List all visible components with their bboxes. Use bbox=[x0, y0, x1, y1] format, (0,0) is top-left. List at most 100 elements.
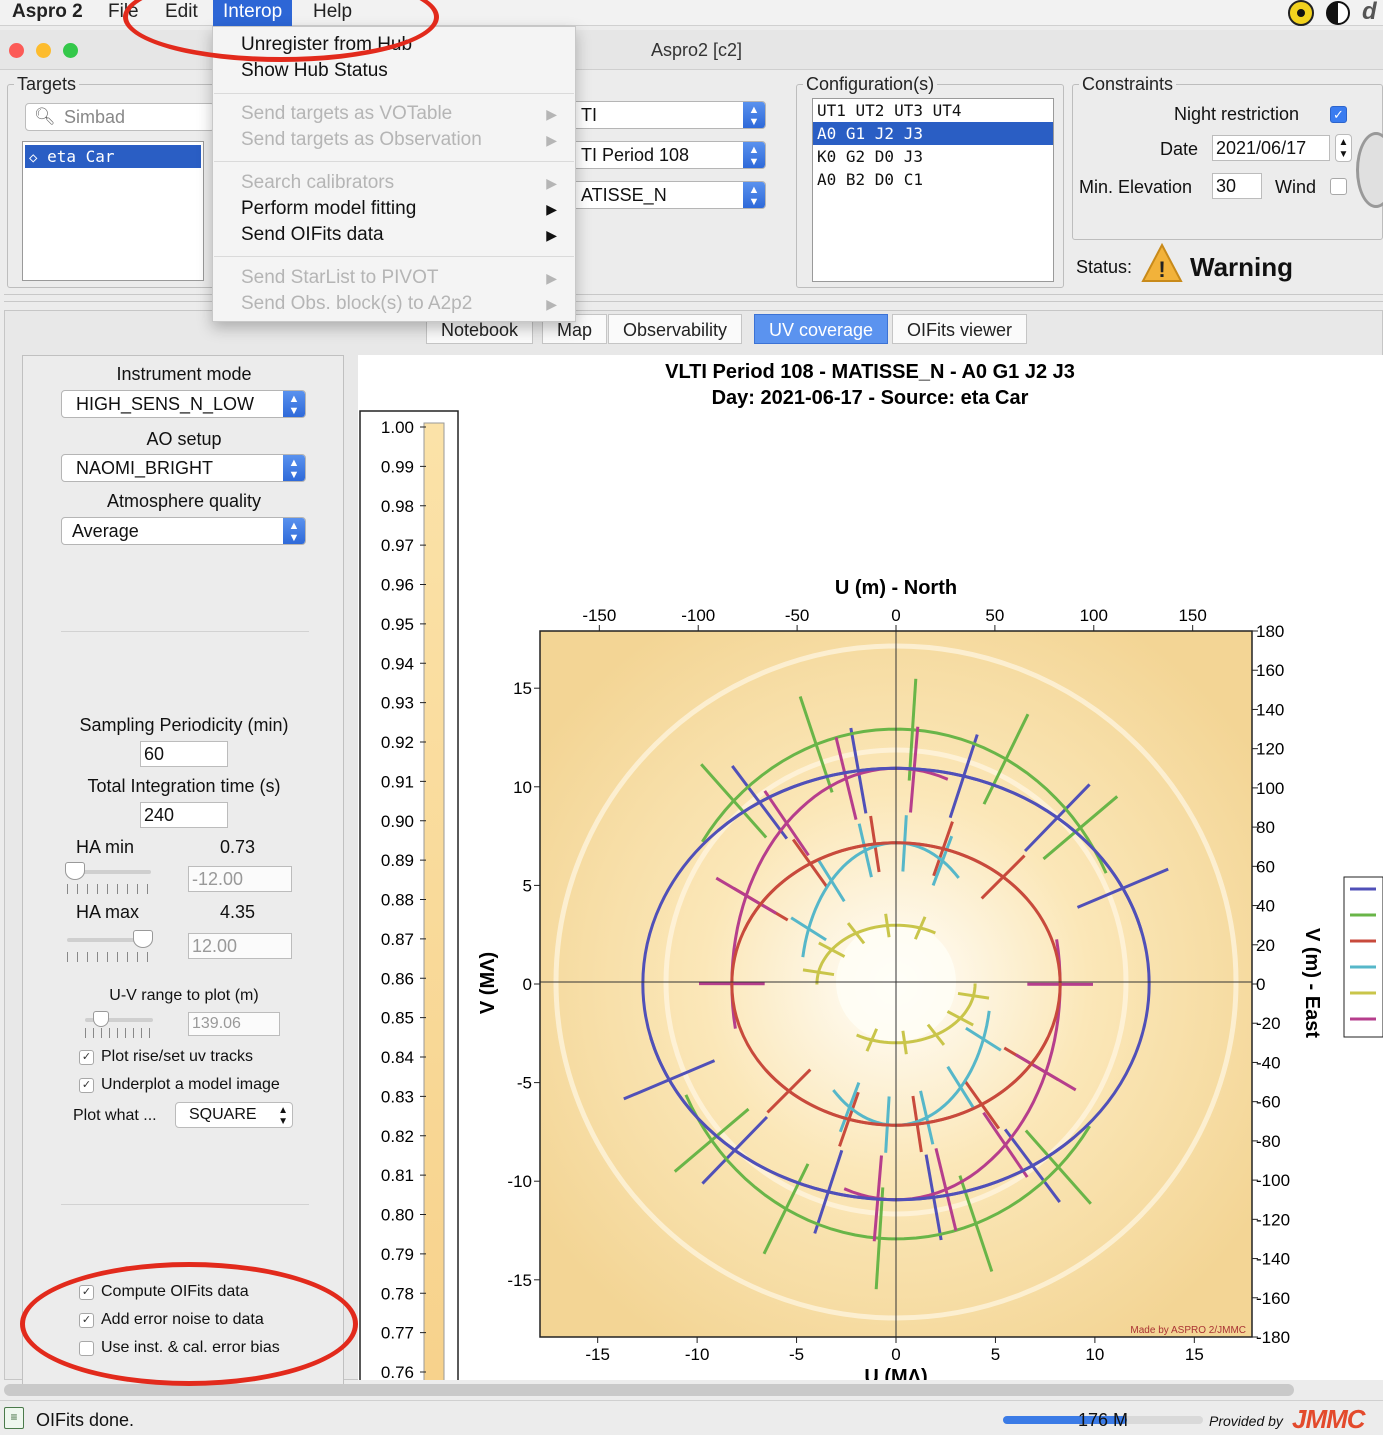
samp-hub-icon[interactable] bbox=[1288, 0, 1314, 26]
left-axis-label: V (MΛ) bbox=[477, 952, 499, 1014]
right-tick-label: -80 bbox=[1256, 1132, 1281, 1151]
right-tick-label: -160 bbox=[1256, 1289, 1290, 1308]
compute-oifits-checkbox[interactable]: ✓ bbox=[79, 1285, 94, 1300]
night-restriction-label: Night restriction bbox=[1174, 104, 1299, 125]
right-tick-label: 0 bbox=[1256, 975, 1265, 994]
configurations-legend: Configuration(s) bbox=[803, 74, 937, 95]
chevron-updown-icon: ▲▼ bbox=[283, 517, 305, 545]
colorbar-tick-label: 0.90 bbox=[381, 812, 414, 831]
menu-item-show-hub-status[interactable]: Show Hub Status bbox=[241, 60, 388, 82]
config-item[interactable]: UT1 UT2 UT3 UT4 bbox=[813, 99, 1053, 122]
plot-what-select[interactable]: SQUARE▲▼ bbox=[175, 1102, 293, 1128]
bottom-tick-label: 5 bbox=[991, 1345, 1000, 1364]
tab-oifits-viewer[interactable]: OIFits viewer bbox=[892, 314, 1027, 344]
targets-list[interactable]: ◇ eta Car bbox=[22, 141, 204, 281]
config-item-selected[interactable]: A0 G1 J2 J3 bbox=[813, 122, 1053, 145]
ha-max-slider[interactable] bbox=[67, 934, 151, 964]
underplot-model-checkbox[interactable]: ✓ bbox=[79, 1078, 94, 1093]
menu-file[interactable]: File bbox=[98, 0, 149, 26]
plot-subtitle: Day: 2021-06-17 - Source: eta Car bbox=[712, 387, 1029, 409]
slider-thumb[interactable] bbox=[93, 1011, 109, 1027]
left-tick-label: -15 bbox=[507, 1271, 532, 1290]
ao-setup-select[interactable]: NAOMI_BRIGHT▲▼ bbox=[61, 454, 306, 482]
slider-thumb[interactable] bbox=[133, 930, 153, 948]
contrast-icon[interactable] bbox=[1326, 1, 1350, 25]
colorbar-tick-label: 0.82 bbox=[381, 1127, 414, 1146]
colorbar-tick-label: 0.96 bbox=[381, 576, 414, 595]
chevron-updown-icon: ▲▼ bbox=[743, 181, 765, 209]
menu-interop[interactable]: Interop bbox=[213, 0, 292, 26]
status-message: OIFits done. bbox=[36, 1410, 134, 1431]
uv-settings-panel: Instrument mode HIGH_SENS_N_LOW▲▼ AO set… bbox=[22, 355, 344, 1385]
instrument-mode-select[interactable]: HIGH_SENS_N_LOW▲▼ bbox=[61, 390, 306, 418]
menu-item-model-fitting[interactable]: Perform model fitting bbox=[241, 198, 416, 220]
colorbar-tick-label: 0.89 bbox=[381, 851, 414, 870]
compute-oifits-label: Compute OIFits data bbox=[101, 1283, 249, 1301]
colorbar-tick-label: 0.79 bbox=[381, 1245, 414, 1264]
top-tick-label: -100 bbox=[681, 606, 715, 625]
tab-uv-coverage[interactable]: UV coverage bbox=[754, 314, 888, 344]
submenu-arrow-icon: ▶ bbox=[546, 175, 557, 192]
date-stepper[interactable]: ▲▼ bbox=[1335, 134, 1352, 162]
jmmc-logo[interactable]: JMMC bbox=[1292, 1404, 1365, 1435]
instrument-select[interactable]: ATISSE_N▲▼ bbox=[566, 181, 766, 209]
atmosphere-select[interactable]: Average▲▼ bbox=[61, 517, 306, 545]
plot-tracks-checkbox[interactable]: ✓ bbox=[79, 1050, 94, 1065]
bottom-tick-label: 0 bbox=[891, 1345, 900, 1364]
chevron-updown-icon: ▲▼ bbox=[283, 454, 305, 482]
wind-checkbox[interactable] bbox=[1330, 178, 1347, 195]
window-title: Aspro2 [c2] bbox=[0, 40, 1383, 61]
interop-menu: Unregister from Hub Show Hub Status Send… bbox=[212, 26, 576, 322]
uv-range-field[interactable]: 139.06 bbox=[188, 1012, 280, 1036]
bottom-tick-label: -5 bbox=[789, 1345, 804, 1364]
top-tick-label: 100 bbox=[1080, 606, 1108, 625]
colorbar-tick-label: 0.85 bbox=[381, 1009, 414, 1028]
search-icon: 🔍︎ bbox=[34, 107, 56, 127]
menu-app-name[interactable]: Aspro 2 bbox=[2, 0, 93, 26]
top-axis-label: U (m) - North bbox=[835, 577, 957, 599]
atmosphere-label: Atmosphere quality bbox=[23, 491, 345, 512]
uv-range-slider[interactable] bbox=[85, 1014, 153, 1040]
simbad-search-input[interactable]: 🔍︎ Simbad bbox=[25, 103, 215, 131]
slider-thumb[interactable] bbox=[65, 862, 85, 880]
right-tick-label: 20 bbox=[1256, 936, 1275, 955]
window-titlebar: Aspro2 [c2] bbox=[0, 30, 1383, 70]
ha-min-slider[interactable] bbox=[67, 866, 151, 896]
tab-observability[interactable]: Observability bbox=[608, 314, 742, 344]
colorbar-tick-label: 0.76 bbox=[381, 1363, 414, 1380]
menu-help[interactable]: Help bbox=[303, 0, 362, 26]
uv-plot-svg[interactable]: VLTI Period 108 - MATISSE_N - A0 G1 J2 J… bbox=[358, 355, 1383, 1380]
min-elevation-field[interactable]: 30 bbox=[1212, 173, 1262, 199]
bottom-tick-label: -10 bbox=[685, 1345, 710, 1364]
right-tick-label: -20 bbox=[1256, 1014, 1281, 1033]
period-select[interactable]: TI Period 108▲▼ bbox=[566, 141, 766, 169]
split-divider[interactable] bbox=[4, 294, 1383, 302]
config-item[interactable]: A0 B2 D0 C1 bbox=[813, 168, 1053, 191]
menu-item-unregister-hub[interactable]: Unregister from Hub bbox=[241, 34, 412, 56]
add-noise-checkbox[interactable]: ✓ bbox=[79, 1313, 94, 1328]
colorbar-tick-label: 0.84 bbox=[381, 1048, 414, 1067]
submenu-arrow-icon: ▶ bbox=[546, 132, 557, 149]
config-item[interactable]: K0 G2 D0 J3 bbox=[813, 145, 1053, 168]
sampling-field[interactable]: 60 bbox=[140, 741, 228, 767]
date-field[interactable]: 2021/06/17 bbox=[1212, 135, 1330, 161]
menubar: Aspro 2 File Edit Interop Help d bbox=[0, 0, 1383, 26]
horizontal-scrollbar[interactable] bbox=[4, 1384, 1294, 1396]
menu-edit[interactable]: Edit bbox=[155, 0, 208, 26]
night-restriction-checkbox[interactable]: ✓ bbox=[1330, 106, 1347, 123]
submenu-arrow-icon: ▶ bbox=[546, 201, 557, 218]
integration-field[interactable]: 240 bbox=[140, 802, 228, 828]
document-icon: ≡ bbox=[4, 1407, 24, 1429]
menu-item-send-oifits[interactable]: Send OIFits data bbox=[241, 224, 384, 246]
interferometer-select[interactable]: TI▲▼ bbox=[566, 101, 766, 129]
min-elevation-label: Min. Elevation bbox=[1079, 177, 1192, 198]
ha-min-field[interactable]: -12.00 bbox=[188, 866, 292, 892]
target-item-eta-car[interactable]: ◇ eta Car bbox=[25, 145, 201, 168]
menu-separator bbox=[214, 256, 574, 257]
configurations-list[interactable]: UT1 UT2 UT3 UT4 A0 G1 J2 J3 K0 G2 D0 J3 … bbox=[812, 98, 1054, 282]
ha-max-field[interactable]: 12.00 bbox=[188, 933, 292, 959]
menu-item-send-obs-block: Send Obs. block(s) to A2p2 bbox=[241, 293, 472, 315]
constraints-legend: Constraints bbox=[1079, 74, 1176, 95]
use-bias-checkbox[interactable] bbox=[79, 1341, 94, 1356]
d-icon[interactable]: d bbox=[1362, 0, 1377, 26]
